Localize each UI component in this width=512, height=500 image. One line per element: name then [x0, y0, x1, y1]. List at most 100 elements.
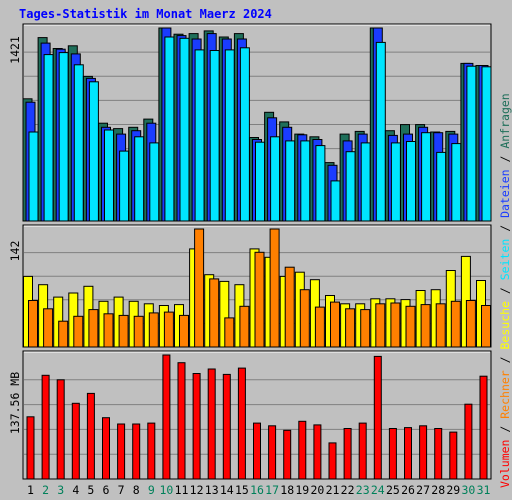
x-tick-label: 20 — [310, 483, 324, 497]
chart-title: Tages-Statistik im Monat Maerz 2024 — [19, 7, 272, 21]
x-tick-label: 13 — [205, 483, 219, 497]
bar-seiten-day-18 — [285, 140, 296, 222]
x-tick-label: 12 — [190, 483, 204, 497]
bar-seiten-day-4 — [73, 64, 84, 222]
bar-seiten-day-31 — [481, 66, 492, 222]
bar-seiten-day-16 — [255, 141, 265, 222]
bar-volumen-day-20 — [313, 424, 322, 480]
x-tick-label: 1 — [27, 483, 34, 497]
bar-seiten-day-17 — [270, 136, 281, 222]
bar-volumen-day-29 — [449, 431, 458, 480]
x-tick-label: 10 — [159, 483, 173, 497]
bar-volumen-day-1 — [26, 416, 35, 480]
x-tick-label: 31 — [477, 483, 491, 497]
y-axis-max-label: 142 — [8, 241, 22, 262]
bar-volumen-day-23 — [358, 422, 367, 480]
bar-seiten-day-8 — [134, 136, 145, 222]
bar-rechner-day-15 — [239, 305, 250, 348]
x-axis-tick-labels: 1 2 3 4 5 6 7 8 9 10 11 12 13 14 15 16 17 18 19 20 21 22 23 24 2… — [27, 483, 490, 497]
x-tick-label: 27 — [416, 483, 430, 497]
bar-seiten-day-10 — [164, 36, 175, 222]
bar-volumen-day-4 — [71, 402, 80, 480]
bar-rechner-day-11 — [179, 314, 189, 348]
bar-volumen-day-17 — [268, 425, 277, 480]
bar-seiten-day-3 — [58, 52, 69, 222]
bar-seiten-day-7 — [119, 150, 130, 222]
bar-seiten-day-15 — [239, 47, 250, 222]
bar-volumen-day-8 — [132, 423, 141, 480]
bar-volumen-day-31 — [479, 375, 488, 480]
bar-rechner-day-22 — [345, 308, 356, 348]
bar-rechner-day-13 — [209, 278, 220, 348]
x-tick-label: 18 — [280, 483, 294, 497]
bar-seiten-day-2 — [43, 54, 54, 222]
panel-visits: 142 — [8, 224, 492, 348]
bar-rechner-day-16 — [254, 251, 265, 348]
bar-rechner-day-24 — [375, 303, 386, 348]
bar-volumen-day-19 — [298, 420, 307, 480]
bar-rechner-day-29 — [450, 300, 461, 348]
bar-rechner-day-14 — [224, 317, 235, 348]
bar-seiten-day-6 — [104, 129, 114, 222]
bar-rechner-day-20 — [314, 306, 325, 348]
bar-seiten-day-25 — [390, 142, 401, 222]
bar-volumen-day-3 — [56, 379, 65, 480]
bar-rechner-day-7 — [118, 314, 129, 348]
x-tick-label: 2 — [42, 483, 49, 497]
x-tick-label: 22 — [341, 483, 355, 497]
bar-seiten-day-13 — [209, 50, 220, 222]
bar-rechner-day-5 — [88, 309, 99, 348]
bar-rechner-day-21 — [330, 301, 340, 348]
bar-volumen-day-2 — [41, 374, 50, 480]
bar-seiten-day-14 — [224, 49, 235, 222]
bar-rechner-day-10 — [163, 311, 174, 348]
x-tick-label: 5 — [87, 483, 94, 497]
right-legend: Volumen / Rechner / Besuche / Seiten / D… — [498, 93, 512, 488]
x-tick-label: 3 — [57, 483, 64, 497]
x-tick-label: 7 — [118, 483, 125, 497]
bar-rechner-day-23 — [360, 309, 371, 348]
bar-volumen-day-11 — [177, 362, 186, 480]
bar-rechner-day-12 — [194, 228, 205, 348]
bar-rechner-day-3 — [58, 320, 69, 348]
bar-volumen-day-28 — [434, 428, 443, 480]
bar-volumen-day-25 — [388, 428, 397, 480]
bar-seiten-day-27 — [421, 132, 432, 222]
legend-dateien: Dateien — [498, 169, 512, 217]
bar-rechner-day-31 — [481, 305, 491, 348]
x-tick-label: 15 — [235, 483, 249, 497]
legend-separator: / — [498, 280, 512, 301]
x-tick-label: 29 — [446, 483, 460, 497]
x-tick-label: 30 — [461, 483, 475, 497]
bar-volumen-day-14 — [222, 373, 231, 480]
bar-volumen-day-27 — [419, 425, 428, 480]
bar-seiten-day-11 — [179, 37, 190, 222]
bar-seiten-day-30 — [466, 65, 477, 222]
legend-separator: / — [498, 419, 512, 440]
bar-rechner-day-19 — [299, 289, 310, 348]
bar-volumen-day-6 — [102, 417, 110, 480]
bar-rechner-day-26 — [405, 305, 416, 348]
bar-seiten-day-5 — [88, 81, 99, 222]
x-tick-label: 26 — [401, 483, 415, 497]
bar-rechner-day-9 — [148, 312, 159, 348]
bar-rechner-day-28 — [435, 303, 446, 348]
bar-rechner-day-17 — [269, 228, 280, 348]
bar-rechner-day-27 — [420, 304, 431, 348]
legend-volumen: Volumen — [498, 440, 512, 488]
bar-volumen-day-24 — [373, 355, 382, 480]
x-tick-label: 17 — [265, 483, 279, 497]
y-axis-max-label: 137.56 MB — [8, 372, 22, 434]
bar-seiten-day-23 — [360, 142, 371, 222]
x-tick-label: 4 — [72, 483, 79, 497]
legend-seiten: Seiten — [498, 239, 512, 281]
chart-panels: 1421 142 137.56 MB — [8, 23, 492, 480]
bar-volumen-day-12 — [192, 373, 201, 480]
bar-rechner-day-1 — [28, 300, 38, 348]
bar-rechner-day-30 — [465, 300, 476, 348]
x-tick-label: 16 — [250, 483, 264, 497]
bar-seiten-day-20 — [315, 145, 326, 222]
legend-separator: / — [498, 149, 512, 170]
bar-seiten-day-29 — [451, 143, 462, 222]
